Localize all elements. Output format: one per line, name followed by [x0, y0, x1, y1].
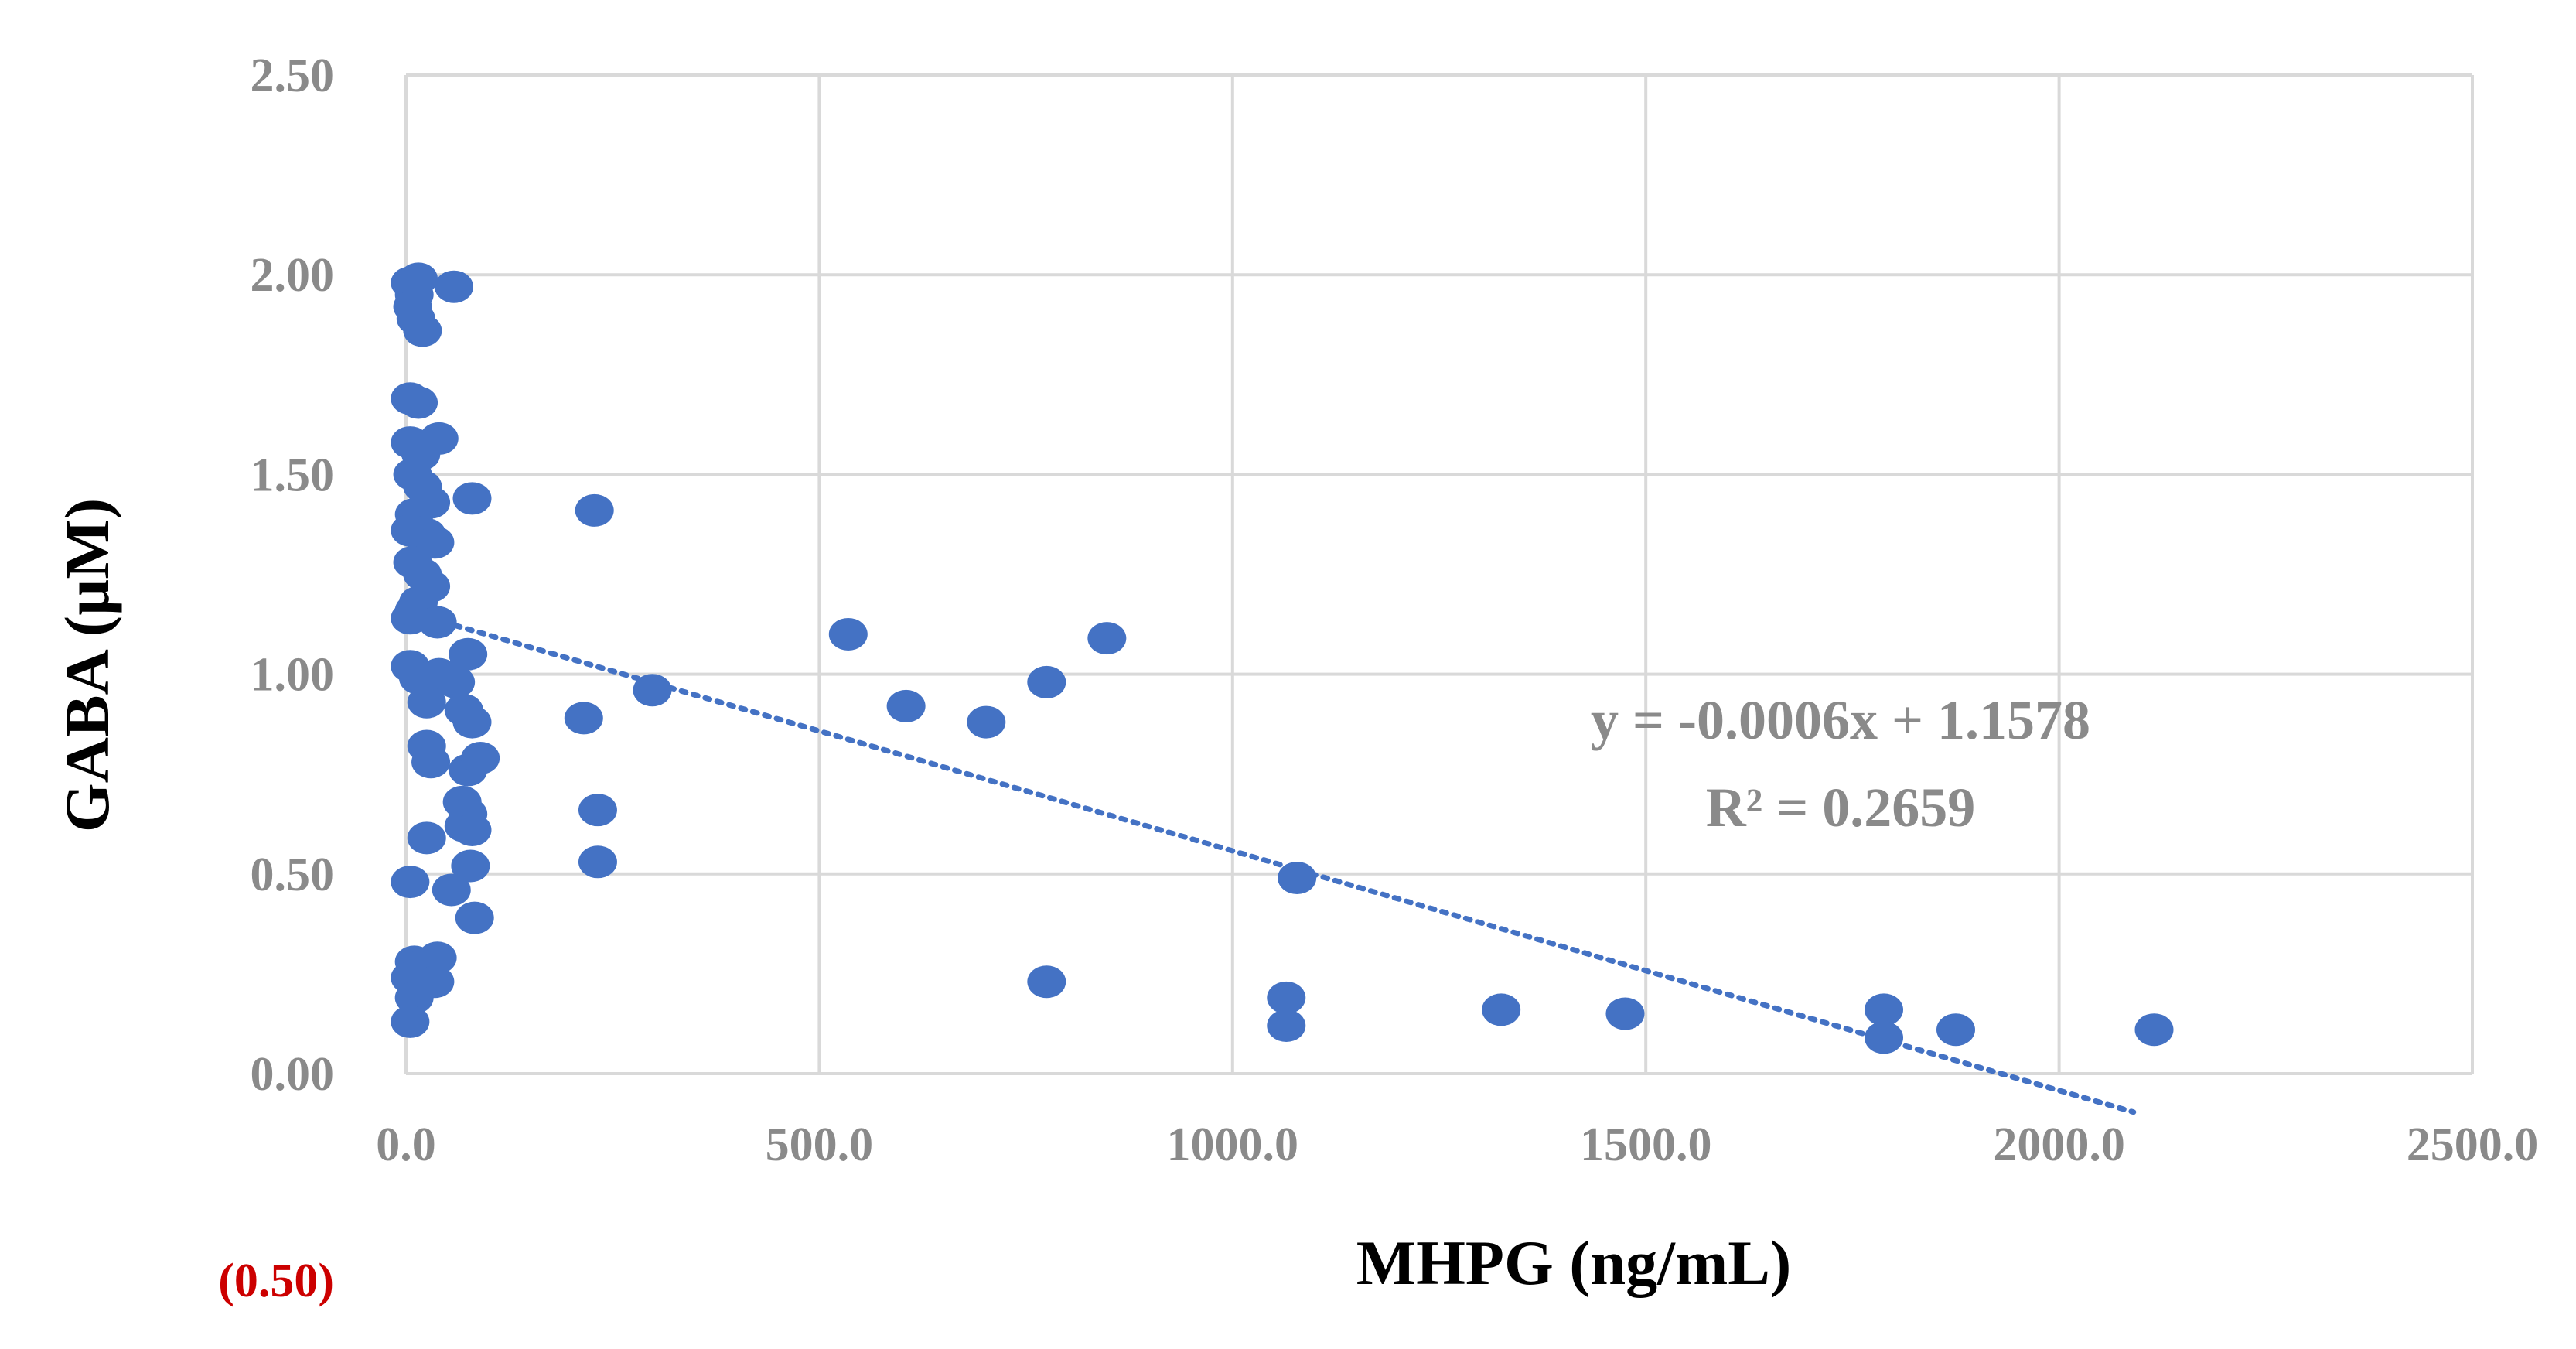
data-point	[1605, 997, 1645, 1030]
data-points	[391, 262, 2174, 1054]
x-tick-label: 2500.0	[2407, 1118, 2539, 1171]
data-point	[418, 941, 457, 975]
data-point	[411, 746, 451, 779]
x-tick-label: 0.0	[376, 1118, 436, 1171]
x-axis-title: MHPG (ng/mL)	[1356, 1228, 1792, 1298]
data-point	[1027, 665, 1066, 698]
data-point	[452, 705, 492, 739]
data-point	[967, 705, 1006, 739]
data-point	[1027, 965, 1066, 999]
data-point	[452, 482, 492, 515]
data-point	[455, 901, 494, 934]
negative-y-tick-label: (0.50)	[218, 1255, 334, 1307]
data-point	[578, 794, 617, 827]
data-point	[391, 866, 430, 899]
y-tick-label: 0.50	[251, 849, 335, 901]
y-tick-label: 2.50	[251, 50, 335, 102]
y-tick-label: 1.00	[251, 649, 335, 702]
data-point	[1087, 622, 1127, 655]
y-tick-label: 0.00	[251, 1048, 335, 1101]
y-axis-title: GABA (µM)	[52, 498, 122, 832]
y-tick-label: 2.00	[251, 249, 335, 302]
data-point	[451, 849, 490, 883]
gridlines	[404, 73, 2474, 1075]
x-tick-label: 1500.0	[1580, 1118, 1712, 1171]
data-point	[564, 702, 603, 735]
data-point	[418, 606, 457, 639]
data-point	[886, 689, 926, 722]
x-tick-label: 2000.0	[1993, 1118, 2125, 1171]
r-squared-label: R² = 0.2659	[1706, 777, 1976, 838]
data-point	[578, 845, 617, 879]
data-point	[407, 821, 446, 855]
data-point	[575, 493, 614, 527]
y-tick-labels: 0.00 0.50 1.00 1.50 2.00 2.50	[251, 50, 335, 1101]
data-point	[434, 270, 473, 303]
data-point	[828, 617, 868, 651]
data-point	[1267, 981, 1306, 1014]
y-tick-label: 1.50	[251, 449, 335, 501]
data-point	[633, 674, 672, 707]
trendline-equation: y = -0.0006x + 1.1578	[1591, 689, 2090, 751]
x-tick-label: 1000.0	[1167, 1118, 1299, 1171]
data-point	[407, 685, 446, 719]
data-point	[461, 742, 500, 775]
x-tick-labels: 0.0 500.0 1000.0 1500.0 2000.0 2500.0	[376, 1118, 2538, 1171]
data-point	[436, 665, 476, 698]
data-point	[1936, 1013, 1975, 1047]
data-point	[403, 314, 442, 347]
data-point	[391, 1005, 430, 1038]
data-point	[1267, 1009, 1306, 1043]
data-point	[2134, 1013, 2174, 1047]
data-point	[1482, 993, 1521, 1026]
data-point	[394, 981, 434, 1014]
x-tick-label: 500.0	[766, 1118, 874, 1171]
data-point	[1278, 861, 1317, 894]
data-point	[1865, 993, 1904, 1026]
data-point	[399, 262, 438, 295]
data-point	[419, 422, 459, 455]
data-point	[452, 813, 492, 846]
data-point	[1865, 1021, 1904, 1054]
data-point	[432, 873, 471, 907]
data-point	[449, 637, 488, 671]
data-point	[399, 386, 438, 419]
